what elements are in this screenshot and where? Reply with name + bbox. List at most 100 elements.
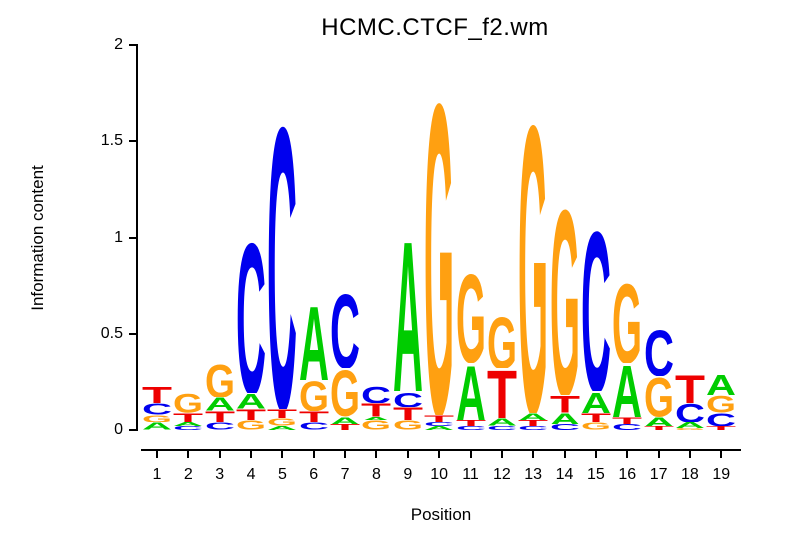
y-tick xyxy=(129,44,136,46)
logo-letter-C: C xyxy=(675,403,705,422)
svg-text:T: T xyxy=(518,420,548,426)
x-tick-label: 19 xyxy=(712,466,731,483)
svg-text:C: C xyxy=(706,413,736,426)
logo-letter-G: G xyxy=(142,415,172,423)
x-tick xyxy=(532,451,535,458)
logo-letter-T: T xyxy=(518,420,548,426)
logo-letter-C: C xyxy=(518,426,548,430)
svg-text:G: G xyxy=(236,420,266,430)
svg-text:T: T xyxy=(267,409,297,419)
logo-letter-A: A xyxy=(267,426,297,430)
logo-letter-A: A xyxy=(644,417,674,427)
x-tick-label: 12 xyxy=(492,466,511,483)
x-tick-label: 11 xyxy=(462,466,479,483)
svg-text:C: C xyxy=(487,426,517,430)
svg-text:G: G xyxy=(612,280,642,363)
svg-text:A: A xyxy=(299,303,329,380)
svg-text:T: T xyxy=(612,417,642,425)
logo-letter-A: A xyxy=(675,422,705,428)
x-tick xyxy=(469,451,472,458)
logo-letter-T: T xyxy=(361,403,391,416)
x-tick xyxy=(438,451,441,458)
logo-letter-C: C xyxy=(236,236,266,394)
logo-letter-C: C xyxy=(612,424,642,430)
logo-letter-G: G xyxy=(330,368,360,416)
svg-text:G: G xyxy=(581,422,611,430)
x-tick-label: 7 xyxy=(340,466,350,483)
svg-text:A: A xyxy=(205,397,235,410)
logo-letter-C: C xyxy=(393,392,423,407)
x-tick-label: 5 xyxy=(277,466,287,483)
svg-text:C: C xyxy=(612,424,642,430)
logo-letter-C: C xyxy=(424,422,454,426)
svg-text:A: A xyxy=(456,363,486,421)
svg-text:A: A xyxy=(550,413,580,425)
svg-text:C: C xyxy=(173,426,203,430)
logo-letter-T: T xyxy=(706,426,736,430)
svg-text:A: A xyxy=(518,413,548,421)
svg-text:C: C xyxy=(644,328,674,376)
logo-letter-A: A xyxy=(581,392,611,413)
svg-text:G: G xyxy=(424,89,454,414)
logo-letter-G: G xyxy=(518,112,548,412)
svg-text:A: A xyxy=(644,417,674,427)
svg-text:T: T xyxy=(706,426,736,430)
svg-text:G: G xyxy=(518,112,548,412)
logo-letter-T: T xyxy=(424,415,454,423)
svg-text:C: C xyxy=(142,403,172,415)
svg-text:G: G xyxy=(706,395,736,412)
x-axis-label: Position xyxy=(410,505,472,524)
logo-letter-G: G xyxy=(581,422,611,430)
x-tick-label: 3 xyxy=(215,466,225,483)
logo-letter-A: A xyxy=(142,422,172,430)
svg-text:T: T xyxy=(487,368,517,418)
x-tick xyxy=(156,451,158,458)
x-tick xyxy=(344,451,347,458)
svg-text:G: G xyxy=(299,380,329,411)
y-tick xyxy=(129,332,136,335)
svg-text:C: C xyxy=(361,386,391,403)
logo-letter-G: G xyxy=(173,393,203,412)
logo-letter-G: G xyxy=(424,89,454,414)
svg-text:T: T xyxy=(393,407,423,420)
x-tick xyxy=(250,451,253,458)
logo-letter-A: A xyxy=(299,303,329,380)
svg-text:G: G xyxy=(330,368,360,416)
logo-letter-G: G xyxy=(393,420,423,430)
logo-letter-G: G xyxy=(706,395,736,412)
logo-letter-C: C xyxy=(142,403,172,415)
svg-text:A: A xyxy=(173,422,203,426)
logo-letter-G: G xyxy=(456,270,486,362)
logo-letter-G: G xyxy=(675,428,705,430)
logo-letter-G: G xyxy=(299,380,329,411)
y-tick xyxy=(129,140,136,143)
logo-letter-T: T xyxy=(675,374,705,403)
svg-text:C: C xyxy=(424,422,454,426)
y-tick-label: 1.5 xyxy=(100,132,123,150)
logo-letter-T: T xyxy=(550,395,580,412)
y-tick xyxy=(129,236,136,239)
svg-text:G: G xyxy=(675,428,705,430)
svg-text:G: G xyxy=(550,201,580,395)
logo-letter-C: C xyxy=(267,114,297,409)
logo-letter-T: T xyxy=(236,409,266,421)
svg-text:A: A xyxy=(393,234,423,392)
logo-letter-T: T xyxy=(581,413,611,423)
svg-text:A: A xyxy=(236,393,266,408)
x-tick-label: 16 xyxy=(618,466,637,483)
svg-text:T: T xyxy=(675,374,705,403)
logo-letter-T: T xyxy=(142,386,172,403)
x-tick-label: 13 xyxy=(524,466,543,483)
svg-text:C: C xyxy=(581,224,611,391)
svg-text:C: C xyxy=(456,426,486,430)
logo-letter-C: C xyxy=(644,328,674,376)
svg-text:T: T xyxy=(456,420,486,426)
